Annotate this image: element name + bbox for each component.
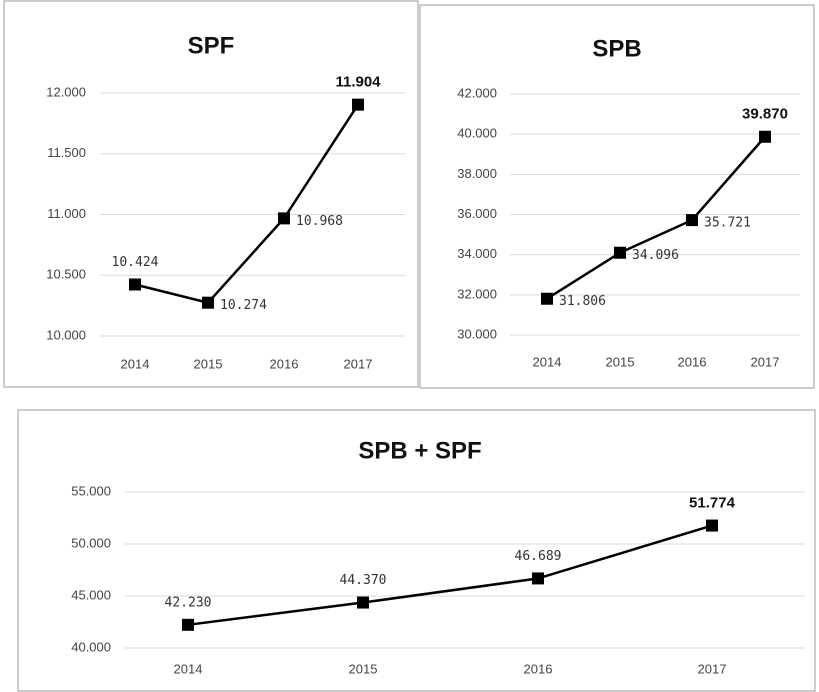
marker (352, 98, 364, 111)
x-tick-label: 2016 (678, 354, 707, 369)
marker (614, 246, 626, 259)
y-tick-label: 40.000 (71, 639, 111, 654)
data-label: 10.424 (112, 255, 159, 270)
y-tick-label: 40.000 (457, 126, 497, 141)
y-tick-label: 11.500 (47, 145, 86, 160)
y-tick-label: 55.000 (71, 483, 111, 498)
marker (686, 214, 698, 227)
x-tick-label: 2014 (174, 661, 203, 676)
y-tick-label: 36.000 (457, 206, 497, 221)
chart-frame (3, 0, 419, 388)
y-tick-label: 30.000 (457, 326, 497, 341)
line (187, 524, 713, 627)
marker (202, 296, 214, 309)
marker (532, 572, 544, 585)
y-tick-label: 10.000 (46, 327, 86, 342)
data-label: 10.968 (296, 214, 343, 229)
y-tick-label: 45.000 (71, 587, 111, 602)
data-label: 44.370 (340, 573, 387, 588)
x-tick-label: 2015 (349, 661, 378, 676)
y-tick-label: 11.000 (47, 206, 86, 221)
data-label: 46.689 (515, 549, 562, 564)
y-tick-label: 42.000 (457, 85, 497, 100)
marker (357, 596, 369, 609)
data-label: 39.870 (742, 106, 788, 123)
x-tick-label: 2017 (344, 356, 373, 371)
marker (759, 130, 771, 143)
marker (541, 292, 553, 305)
data-label: 51.774 (689, 495, 736, 512)
x-tick-label: 2016 (524, 661, 553, 676)
x-tick-label: 2015 (606, 354, 635, 369)
x-tick-label: 2014 (533, 354, 562, 369)
x-tick-label: 2014 (121, 356, 150, 371)
marker (706, 519, 718, 532)
x-tick-label: 2017 (698, 661, 727, 676)
data-label: 34.096 (632, 248, 679, 263)
y-tick-label: 12.000 (46, 84, 86, 99)
chart-frame (419, 4, 815, 389)
x-tick-label: 2017 (751, 354, 780, 369)
y-tick-label: 10.500 (46, 267, 86, 282)
y-tick-label: 50.000 (71, 535, 111, 550)
line (546, 135, 766, 300)
x-tick-label: 2016 (270, 356, 299, 371)
data-label: 11.904 (335, 74, 381, 91)
y-tick-label: 32.000 (457, 286, 497, 301)
marker (182, 618, 194, 631)
chart-frame (17, 409, 816, 692)
marker (129, 278, 141, 291)
chart-title: SPB (592, 35, 641, 62)
y-tick-label: 38.000 (457, 166, 497, 181)
data-label: 35.721 (704, 216, 751, 231)
chart-title: SPF (188, 32, 235, 59)
data-label: 42.230 (165, 595, 212, 610)
y-tick-label: 34.000 (457, 246, 497, 261)
x-tick-label: 2015 (194, 356, 223, 371)
data-label: 10.274 (220, 298, 267, 313)
data-label: 31.806 (559, 294, 606, 309)
chart-title: SPB + SPF (358, 437, 481, 464)
line (134, 103, 360, 305)
marker (278, 212, 290, 225)
